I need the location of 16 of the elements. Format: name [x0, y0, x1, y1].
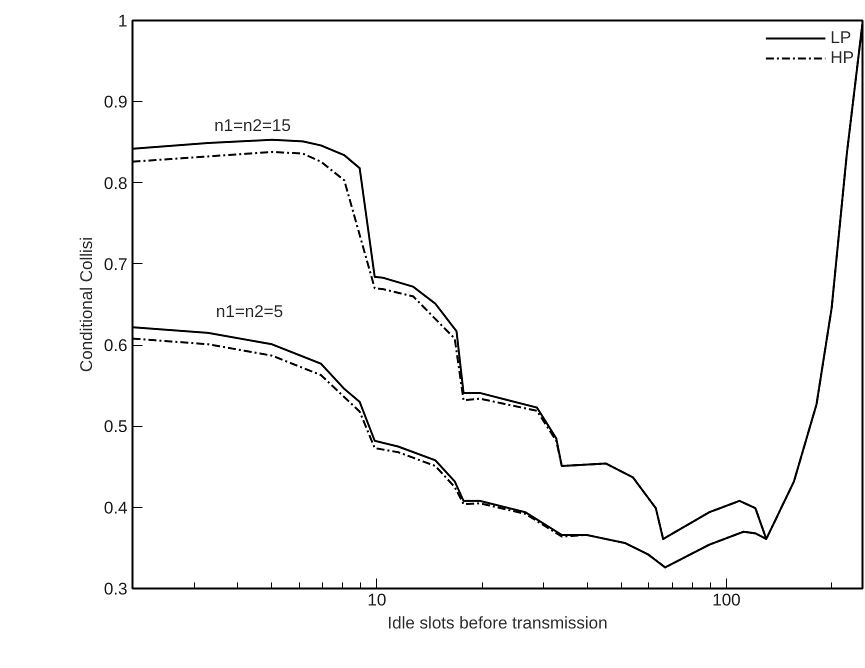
y-tick-label: 0.7 [104, 254, 128, 274]
y-tick-label: 0.4 [104, 498, 128, 518]
legend-label: LP [830, 28, 852, 48]
y-tick-label: 0.5 [104, 417, 128, 436]
y-tick-label: 0.9 [104, 92, 128, 112]
annotation: n1=n2=5 [216, 302, 284, 321]
x-axis-title: Idle slots before transmission [387, 614, 608, 632]
y-tick-label: 1 [118, 12, 128, 30]
y-tick-label: 0.3 [104, 580, 128, 598]
y-tick-label: 0.6 [104, 336, 128, 356]
legend-label: HP [830, 48, 854, 68]
x-tick-label: 100 [712, 590, 741, 610]
annotation: n1=n2=15 [214, 116, 291, 135]
x-tick-label: 10 [367, 590, 386, 610]
y-tick-label: 0.8 [104, 174, 128, 193]
y-axis-title: Conditional Collisi [76, 236, 96, 372]
